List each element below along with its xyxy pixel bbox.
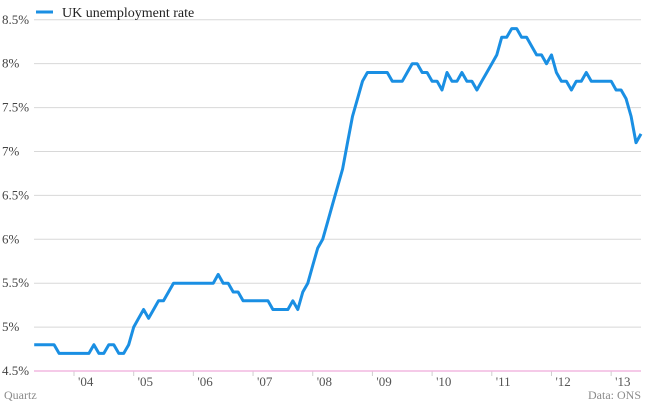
- y-tick-label: 7%: [2, 143, 20, 158]
- y-axis-ticks: 4.5% 5% 5.5% 6% 6.5% 7% 7.5% 8% 8.5%: [2, 12, 29, 378]
- y-tick-label: 5.5%: [2, 275, 29, 290]
- data-source-credit: Data: ONS: [588, 388, 641, 402]
- x-tick-label: '10: [436, 374, 451, 389]
- x-tick-label: '04: [78, 374, 94, 389]
- y-tick-label: 6.5%: [2, 187, 29, 202]
- x-tick-label: '05: [138, 374, 153, 389]
- x-tick-label: '08: [317, 374, 332, 389]
- source-credit: Quartz: [4, 388, 37, 402]
- x-tick-label: '06: [197, 374, 213, 389]
- y-tick-label: 5%: [2, 319, 20, 334]
- y-tick-label: 7.5%: [2, 100, 29, 115]
- y-tick-label: 8.5%: [2, 12, 29, 27]
- x-tick-label: '13: [615, 374, 630, 389]
- legend-label: UK unemployment rate: [62, 6, 194, 21]
- series-line-uk-unemployment-rate: [34, 27, 643, 355]
- y-tick-label: 4.5%: [2, 363, 29, 378]
- x-axis-ticks: '04 '05 '06 '07 '08 '09 '10 '11 '12 '13: [73, 371, 631, 389]
- y-tick-label: 8%: [2, 56, 20, 71]
- legend: UK unemployment rate: [36, 6, 194, 21]
- y-tick-label: 6%: [2, 231, 20, 246]
- x-tick-label: '11: [496, 374, 511, 389]
- grid-lines: [34, 19, 641, 328]
- x-tick-label: '07: [257, 374, 273, 389]
- x-tick-label: '09: [376, 374, 391, 389]
- x-tick-label: '12: [555, 374, 570, 389]
